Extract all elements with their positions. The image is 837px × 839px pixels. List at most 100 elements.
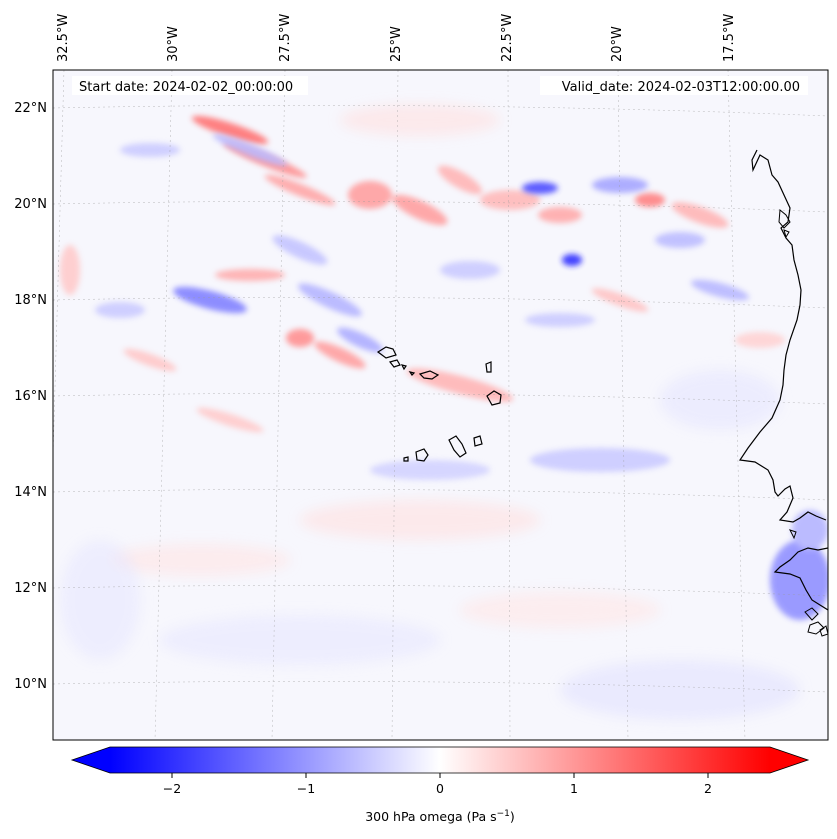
coastline [738, 149, 828, 611]
lat-label: 10°N [14, 677, 47, 692]
lat-label: 20°N [14, 197, 47, 212]
map-frame [52, 69, 829, 741]
omega-weak-negative-area [660, 370, 780, 430]
lon-label: 22.5°W [500, 14, 515, 62]
longitude-labels: 32.5°W 30°W 27.5°W 25°W 22.5°W 20°W 17.5… [56, 14, 737, 62]
island-fogo [415, 448, 429, 462]
lat-label: 18°N [14, 293, 47, 308]
colorbar-label: 300 hPa omega (Pa s−1) [365, 809, 515, 824]
colorbar-tick-label: 1 [570, 781, 578, 796]
colorbar-ticks: −2 −1 0 1 2 [163, 773, 712, 796]
omega-weak-negative-area [60, 540, 140, 660]
start-date-text: Start date: 2024-02-02_00:00:00 [79, 80, 293, 95]
latitude-labels: 22°N 20°N 18°N 16°N 14°N 12°N 10°N [14, 101, 47, 692]
omega-min-core [522, 182, 558, 194]
lon-label: 30°W [166, 26, 181, 62]
lon-label: 27.5°W [278, 14, 293, 62]
omega-max-streak [191, 115, 269, 145]
colorbar-tick-label: 2 [704, 781, 712, 796]
meridian-line [391, 70, 399, 740]
colorbar: −2 −1 0 1 2 300 hPa omega (Pa s−1) [70, 746, 810, 824]
omega-min-blob [592, 177, 648, 193]
meridian-line [617, 70, 629, 740]
colorbar-gradient [110, 747, 770, 773]
island-santiago [448, 435, 467, 458]
colorbar-extend-min [72, 747, 110, 773]
island-sal [485, 361, 492, 373]
meridian-line [507, 70, 511, 740]
meridian-line [53, 70, 65, 467]
omega-max-blob [538, 207, 582, 223]
omega-min-streak [212, 134, 288, 166]
parallel-line [53, 105, 828, 117]
lon-label: 17.5°W [722, 14, 737, 62]
island-islet [408, 371, 416, 376]
lon-label: 20°W [610, 26, 625, 62]
omega-min-streak [298, 283, 362, 317]
omega-max-blob [286, 329, 314, 347]
island-santa-luzia [400, 364, 407, 371]
omega-min-core [562, 254, 582, 266]
omega-max-streak [406, 368, 514, 402]
omega-weak-positive-area [460, 592, 660, 628]
lat-label: 14°N [14, 485, 47, 500]
omega-weak-negative-area [160, 615, 440, 665]
parallel-line [53, 681, 828, 693]
lon-label: 25°W [389, 26, 404, 62]
omega-min-blob [440, 261, 500, 279]
omega-min-streak [525, 313, 595, 327]
colorbar-outline [70, 746, 810, 774]
omega-min-streak [173, 286, 247, 314]
bissagos-islands [789, 529, 828, 637]
omega-min-streak [272, 235, 328, 265]
coast-islet [778, 209, 791, 239]
lon-label: 32.5°W [56, 14, 71, 62]
omega-max-streak [196, 407, 264, 433]
meridian-line [154, 70, 173, 740]
omega-max-streak [392, 194, 448, 226]
omega-max-blob [635, 193, 665, 207]
omega-weak-positive-area [110, 544, 290, 576]
lat-label: 22°N [14, 101, 47, 116]
colorbar-tick-label: 0 [436, 781, 444, 796]
omega-max-blob [480, 190, 540, 210]
parallel-line [53, 297, 828, 309]
parallel-line [53, 585, 828, 597]
omega-min-streak [370, 460, 490, 480]
omega-max-blob [735, 332, 785, 348]
map-panel [52, 69, 829, 741]
lat-label: 12°N [14, 581, 47, 596]
omega-min-streak [120, 143, 180, 157]
omega-weak-positive-area [300, 500, 540, 540]
omega-min-streak [95, 302, 145, 318]
cape-verde-islands [376, 346, 502, 462]
graticule [53, 70, 828, 740]
omega-weak-positive-area [340, 104, 500, 136]
omega-max-streak [264, 174, 336, 206]
omega-min-streak [337, 327, 383, 353]
island-brava [403, 456, 409, 462]
island-boa-vista [486, 390, 502, 406]
omega-max-streak [591, 288, 649, 312]
omega-max-streak [437, 165, 483, 195]
omega-max-blob [60, 245, 80, 295]
omega-field [53, 70, 828, 740]
omega-min-blob [655, 232, 705, 248]
meridian-line [727, 70, 746, 740]
omega-min-blob [792, 510, 828, 550]
valid-date-text: Valid_date: 2024-02-03T12:00:00.00 [562, 80, 800, 95]
omega-weak-negative-area [560, 660, 800, 720]
omega-min-streak [690, 279, 750, 301]
omega-max-streak [215, 269, 285, 281]
lat-label: 16°N [14, 389, 47, 404]
island-sao-vicente [388, 359, 401, 368]
island-maio [473, 435, 483, 447]
parallel-line [53, 201, 828, 213]
colorbar-extend-max [770, 747, 808, 773]
omega-max-streak [671, 202, 729, 228]
colorbar-tick-label: −2 [163, 781, 181, 796]
meridian-line [271, 70, 286, 740]
omega-max-blob [348, 181, 392, 209]
start-date-box [72, 76, 308, 95]
